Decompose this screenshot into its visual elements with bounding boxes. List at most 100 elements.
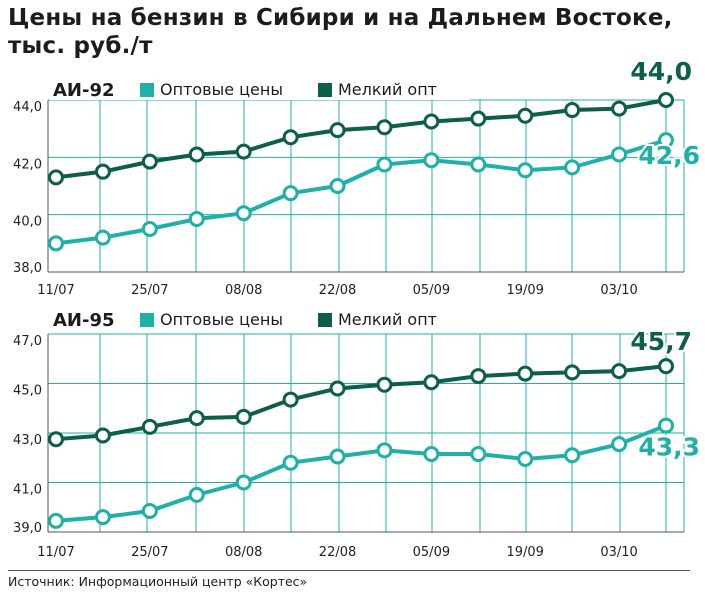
y-tick-label: 42,0 (13, 157, 42, 172)
chart-panel-92ai92: 38,0 40,0 42,0 44,0 11/07 25/07 08/08 22/08 05/0… (13, 55, 702, 298)
y-tick-label: 41,0 (13, 483, 42, 498)
data-point (658, 417, 674, 434)
data-point (141, 221, 158, 237)
legend-background (50, 78, 470, 100)
x-tick-label: 08/08 (225, 283, 262, 298)
data-point (94, 229, 111, 246)
y-tick-label: 47,0 (13, 334, 42, 349)
data-point (611, 100, 628, 117)
data-point (235, 205, 252, 222)
data-point (141, 153, 158, 170)
data-point (282, 454, 299, 471)
data-point (564, 447, 581, 464)
x-tick-label: 03/10 (600, 545, 637, 560)
end-value-label: 44,0 (630, 57, 692, 86)
data-point (188, 410, 205, 427)
panel-title: АИ-92 (53, 80, 115, 101)
data-point (141, 418, 158, 435)
data-point (376, 119, 393, 136)
y-tick-label: 45,0 (13, 384, 42, 399)
data-point (611, 436, 628, 453)
legend-label: Оптовые цены (160, 310, 283, 329)
source-divider (8, 570, 690, 571)
x-tick-label: 08/08 (225, 545, 262, 560)
data-point (48, 512, 64, 529)
x-tick-label: 22/08 (319, 283, 356, 298)
x-tick-label: 25/07 (131, 283, 168, 298)
x-tick-label: 11/07 (37, 545, 74, 560)
data-point (235, 408, 252, 425)
x-tick-label: 19/09 (506, 545, 543, 560)
data-point (282, 391, 299, 408)
data-point (188, 210, 205, 227)
legend-label: Оптовые цены (160, 80, 283, 99)
data-point (94, 427, 111, 444)
data-point (470, 156, 487, 173)
end-value-label: 45,7 (630, 327, 692, 356)
data-point (517, 162, 534, 179)
data-point (423, 374, 440, 391)
data-point (329, 122, 346, 139)
legend-swatch (140, 83, 154, 97)
data-point (658, 358, 674, 375)
x-tick-label: 25/07 (131, 545, 168, 560)
y-tick-label: 43,0 (13, 433, 42, 448)
chart-panel-95ai95: 39,0 41,0 43,0 45,0 47,0 11/07 25/07 08/08 22/08… (13, 308, 702, 560)
end-value-label: 42,6 (638, 141, 700, 170)
data-point (611, 363, 628, 380)
data-point (235, 474, 252, 491)
data-point (48, 235, 64, 252)
data-point (94, 509, 111, 526)
x-tick-label: 03/10 (600, 283, 637, 298)
data-point (470, 368, 487, 385)
data-point (94, 163, 111, 180)
y-tick-label: 44,0 (13, 100, 42, 115)
chart-title: Цены на бензин в Сибири и на Дальнем Вос… (8, 5, 673, 59)
source-note: Источник: Информационный центр «Кортес» (8, 574, 308, 589)
x-tick-label: 05/09 (413, 283, 450, 298)
data-point (282, 185, 299, 202)
data-point (188, 146, 205, 163)
data-point (188, 486, 205, 503)
legend-label: Мелкий опт (338, 310, 437, 329)
legend-swatch (318, 83, 332, 97)
data-point (564, 102, 581, 119)
data-point (423, 446, 440, 463)
data-point (611, 146, 628, 163)
data-point (329, 448, 346, 465)
legend-swatch (318, 313, 332, 327)
data-point (376, 156, 393, 173)
data-point (329, 178, 346, 194)
data-point (517, 450, 534, 467)
data-point (376, 442, 393, 459)
data-point (423, 113, 440, 130)
data-point (470, 446, 487, 463)
legend-label: Мелкий опт (338, 80, 437, 99)
legend-background (50, 308, 470, 330)
data-point (235, 143, 252, 160)
data-point (564, 364, 581, 381)
x-tick-label: 22/08 (319, 545, 356, 560)
data-point (517, 107, 534, 124)
x-tick-label: 05/09 (413, 545, 450, 560)
data-point (517, 365, 534, 382)
y-tick-label: 40,0 (13, 215, 42, 230)
data-point (48, 431, 64, 448)
data-point (470, 110, 487, 127)
data-point (376, 376, 393, 393)
data-point (141, 502, 158, 519)
x-tick-label: 19/09 (506, 283, 543, 298)
data-point (658, 92, 674, 108)
data-point (282, 129, 299, 146)
y-tick-label: 39,0 (13, 521, 42, 536)
data-point (658, 132, 674, 149)
data-point (423, 152, 440, 169)
data-point (564, 159, 581, 176)
x-tick-label: 11/07 (37, 283, 74, 298)
y-tick-label: 38,0 (13, 261, 42, 276)
data-point (48, 169, 64, 186)
end-value-label: 43,3 (638, 433, 700, 462)
data-point (329, 380, 346, 397)
panel-title: АИ-95 (53, 310, 115, 331)
